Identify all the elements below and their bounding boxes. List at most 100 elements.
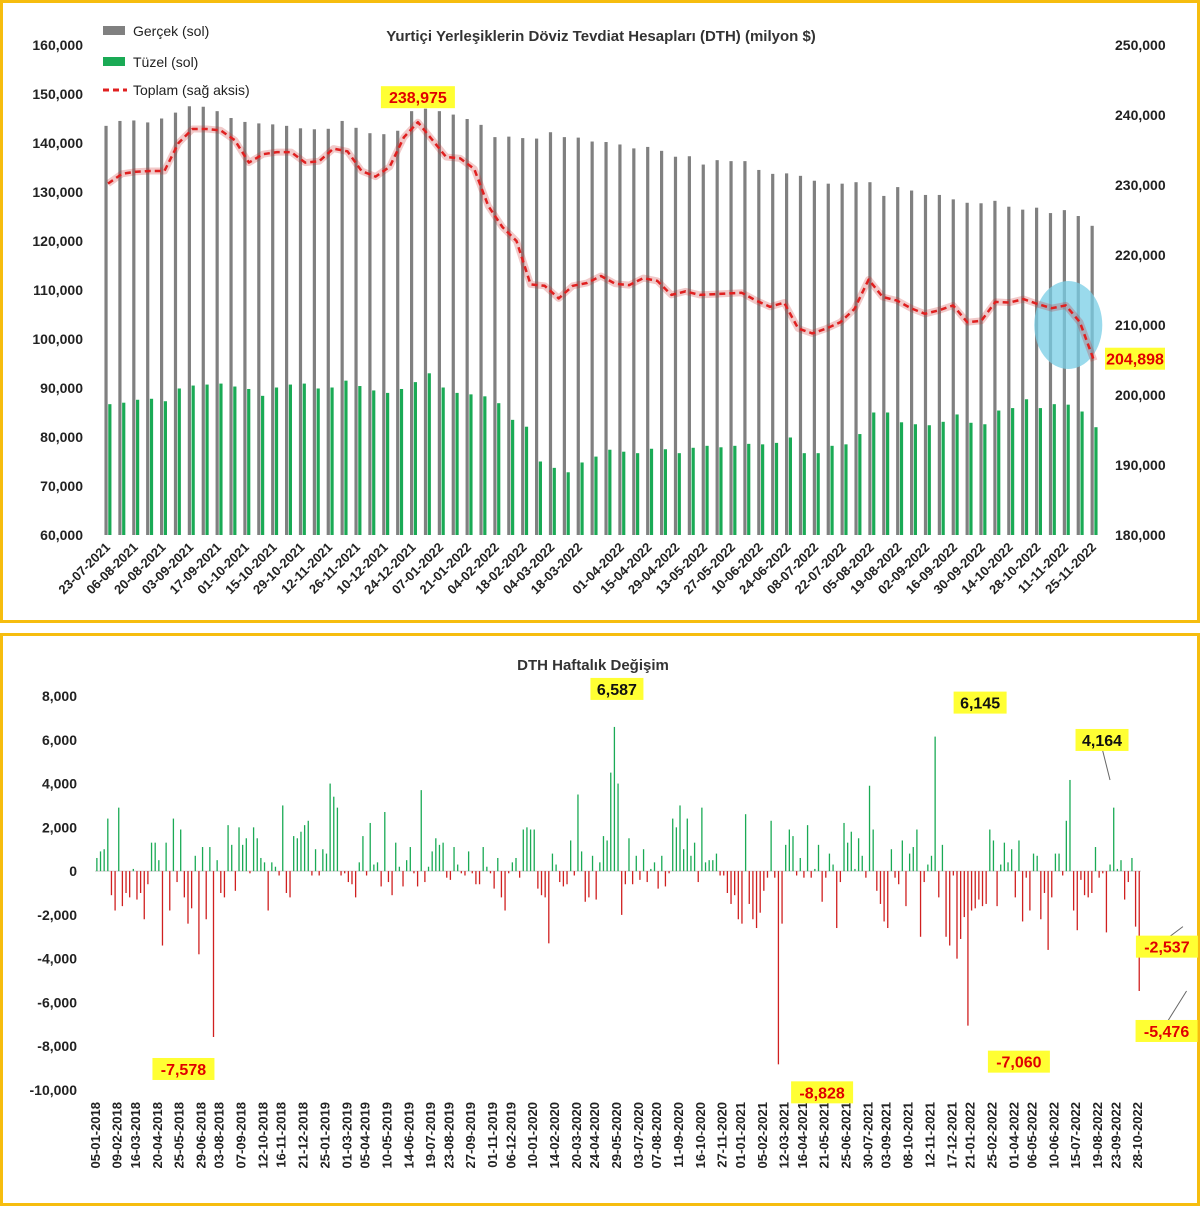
bar-change-164 — [693, 842, 696, 872]
bar-change-214 — [876, 871, 878, 891]
bar-change-3 — [107, 818, 109, 872]
y-tick-left-6: 120,000 — [32, 233, 83, 249]
bar-change-278 — [1109, 864, 1111, 872]
bar-change-242 — [978, 871, 980, 900]
bar-gercek-24 — [437, 111, 441, 536]
annotation-label-5: 4,164 — [1082, 733, 1122, 750]
bar-change-134 — [584, 871, 586, 902]
bar-change-37 — [231, 844, 233, 872]
bar-change-27 — [194, 855, 196, 872]
x-tick-34: 16-04-2021 — [795, 1102, 810, 1169]
bar-gercek-33 — [562, 137, 566, 535]
bar-change-148 — [635, 855, 637, 872]
bar-change-162 — [686, 818, 688, 872]
annotation-last-bg — [1105, 347, 1165, 370]
bar-change-39 — [238, 827, 240, 872]
bar-change-111 — [500, 871, 503, 898]
annotation-label-4: -7,060 — [996, 1055, 1041, 1072]
bar-tuzel-20 — [386, 392, 390, 535]
bar-tuzel-32 — [552, 467, 556, 535]
bar-tuzel-2 — [136, 399, 140, 535]
bar-change-124 — [548, 871, 550, 944]
bar-change-78 — [380, 871, 382, 887]
y-tick-left-9: 150,000 — [32, 86, 83, 102]
bar-change-4 — [110, 871, 113, 896]
bar-change-184 — [766, 871, 769, 878]
bar-tuzel-17 — [344, 380, 348, 535]
bar-change-18 — [161, 871, 164, 946]
x-tick-4: 25-05-2018 — [172, 1102, 187, 1169]
bar-change-79 — [384, 812, 386, 872]
bar-change-109 — [493, 871, 495, 889]
bar-change-202 — [832, 864, 834, 872]
bar-change-117 — [522, 829, 524, 872]
bar-tuzel-34 — [580, 462, 584, 535]
bar-change-178 — [744, 814, 747, 872]
bar-change-257 — [1032, 853, 1035, 872]
x-tick-36: 25-06-2021 — [839, 1102, 854, 1169]
bar-tuzel-33 — [566, 472, 570, 535]
bar-gercek-0 — [104, 125, 108, 535]
bar-change-243 — [981, 871, 984, 907]
bar-gercek-71 — [1090, 225, 1094, 535]
bar-tuzel-36 — [608, 449, 612, 535]
x-tick-44: 01-04-2022 — [1006, 1102, 1021, 1169]
bar-change-46 — [263, 862, 266, 872]
bar-change-133 — [580, 851, 583, 872]
y-tick-0: -10,000 — [30, 1082, 78, 1098]
bar-gercek-69 — [1062, 210, 1066, 535]
bar-change-128 — [562, 871, 565, 887]
bar-change-210 — [861, 855, 863, 872]
annotation-max-label: 238,975 — [389, 90, 447, 107]
bar-change-174 — [730, 871, 732, 904]
bar-change-62 — [322, 849, 324, 872]
bar-gercek-34 — [576, 137, 580, 536]
bar-gercek-22 — [410, 111, 414, 536]
bar-change-169 — [712, 860, 714, 872]
bar-tuzel-35 — [594, 456, 598, 535]
bar-tuzel-27 — [483, 396, 487, 535]
bar-change-252 — [1014, 871, 1016, 898]
x-tick-13: 05-04-2019 — [358, 1102, 373, 1169]
bar-gercek-68 — [1048, 213, 1053, 535]
bar-change-228 — [927, 864, 929, 872]
bar-tuzel-45 — [733, 445, 737, 535]
bar-tuzel-4 — [163, 401, 167, 535]
bar-change-103 — [471, 871, 473, 874]
bar-change-126 — [555, 864, 557, 872]
bar-gercek-21 — [396, 130, 400, 535]
bar-tuzel-52 — [830, 445, 834, 535]
bar-change-238 — [963, 871, 965, 918]
bar-gercek-56 — [882, 195, 886, 536]
bar-gercek-47 — [757, 169, 761, 535]
bar-change-76 — [373, 864, 375, 872]
bar-tuzel-7 — [205, 384, 209, 535]
bar-gercek-51 — [812, 180, 816, 536]
x-tick-19: 01-11-2019 — [485, 1102, 500, 1168]
bar-gercek-5 — [173, 112, 178, 536]
bar-tuzel-15 — [316, 388, 320, 535]
bar-change-256 — [1029, 871, 1031, 911]
bar-change-83 — [398, 866, 401, 872]
bar-change-197 — [814, 868, 816, 872]
y-tick-right-0: 180,000 — [1115, 527, 1166, 543]
bar-change-153 — [653, 862, 656, 872]
bar-gercek-31 — [535, 138, 539, 535]
bar-change-92 — [431, 851, 433, 872]
bar-change-225 — [916, 829, 918, 872]
x-tick-32: 05-02-2021 — [755, 1102, 770, 1169]
bar-change-77 — [376, 862, 379, 872]
bar-tuzel-11 — [261, 395, 265, 535]
bar-change-19 — [165, 842, 167, 872]
bar-change-179 — [748, 871, 750, 904]
annotation-label-0: -7,578 — [161, 1062, 206, 1079]
bar-tuzel-66 — [1024, 399, 1029, 535]
bar-change-98 — [453, 847, 455, 872]
bar-gercek-29 — [507, 136, 511, 535]
annotation-max-bg — [380, 86, 455, 109]
bar-change-209 — [857, 838, 860, 872]
bar-tuzel-38 — [636, 453, 640, 535]
bar-change-24 — [183, 871, 185, 898]
bar-change-213 — [872, 829, 874, 872]
dth-weekly-change-chart: DTH Haftalık Değişim -10,000 -8,000 -6,000… — [30, 657, 1198, 1169]
